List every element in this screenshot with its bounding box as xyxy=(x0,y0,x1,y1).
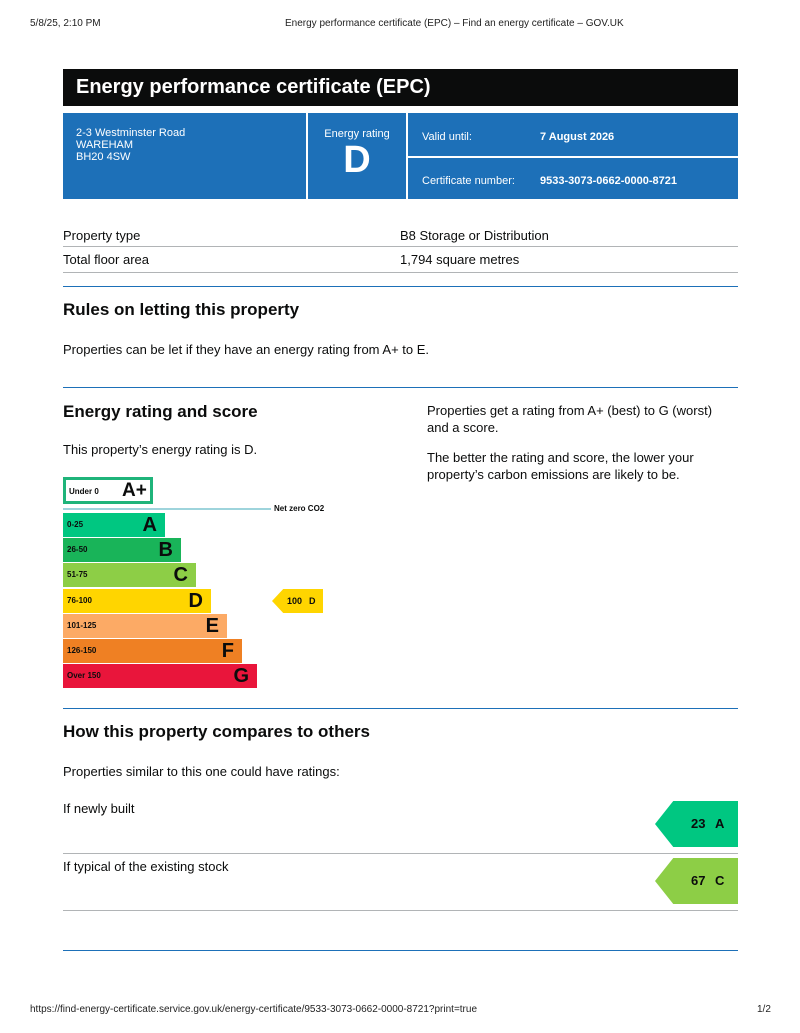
band-f: 126-150 F xyxy=(63,639,242,663)
rating-box: Energy rating D xyxy=(308,113,406,199)
band-range: 101-125 xyxy=(67,620,97,630)
compare-label-typical: If typical of the existing stock xyxy=(63,859,229,874)
print-page-number: 1/2 xyxy=(757,1004,771,1015)
rating-side-text-2: The better the rating and score, the low… xyxy=(427,450,694,482)
band-c: 51-75 C xyxy=(63,563,196,588)
divider xyxy=(63,246,738,247)
print-url: https://find-energy-certificate.service.… xyxy=(30,1004,478,1015)
band-aplus: Under 0 A+ xyxy=(63,477,153,504)
rating-heading: Energy rating and score xyxy=(63,402,258,421)
divider xyxy=(63,910,738,911)
band-letter: G xyxy=(233,665,249,688)
band-range: 51-75 xyxy=(67,570,88,580)
band-letter: D xyxy=(188,589,203,612)
rating-side-text-1: Properties get a rating from A+ (best) t… xyxy=(427,403,713,435)
page-title: Energy performance certificate (EPC) xyxy=(63,69,738,106)
band-range: Over 150 xyxy=(67,671,101,681)
floor-area-value: 1,794 square metres xyxy=(400,252,520,267)
rating-label: Energy rating xyxy=(324,128,390,140)
letting-heading: Rules on letting this property xyxy=(63,300,300,319)
cert-label: Certificate number: xyxy=(422,175,515,187)
band-g: Over 150 G xyxy=(63,664,257,689)
rating-text: This property’s energy rating is D. xyxy=(63,442,258,457)
band-letter: B xyxy=(158,539,173,562)
property-type-label: Property type xyxy=(63,228,141,243)
section-divider xyxy=(63,286,738,287)
section-divider xyxy=(63,708,738,709)
cert-box: Certificate number: 9533-3073-0662-0000-… xyxy=(408,158,738,199)
band-range: 126-150 xyxy=(67,646,97,655)
band-letter: A+ xyxy=(122,480,147,501)
address-line: 2-3 Westminster Road xyxy=(76,127,186,139)
address-line: BH20 4SW xyxy=(76,151,131,163)
current-rating-arrow: 100 D xyxy=(272,589,323,613)
band-d: 76-100 D xyxy=(63,588,211,613)
address-line: WAREHAM xyxy=(76,139,134,151)
band-range: Under 0 xyxy=(69,487,99,496)
print-datetime: 5/8/25, 2:10 PM xyxy=(30,18,101,29)
band-b: 26-50 B xyxy=(63,538,181,563)
compare-heading: How this property compares to others xyxy=(63,722,370,741)
rating-letter: D xyxy=(343,139,371,181)
compare-score: 67 xyxy=(691,873,706,888)
cert-value: 9533-3073-0662-0000-8721 xyxy=(540,175,678,187)
divider xyxy=(63,853,738,854)
band-e: 101-125 E xyxy=(63,613,227,638)
band-a: 0-25 A xyxy=(63,513,165,537)
net-zero-line xyxy=(63,508,271,510)
compare-letter: C xyxy=(715,873,725,888)
property-type-value: B8 Storage or Distribution xyxy=(400,228,549,243)
net-zero-label: Net zero CO2 xyxy=(274,504,325,513)
divider xyxy=(63,272,738,273)
band-letter: E xyxy=(205,614,219,637)
band-letter: A xyxy=(142,514,157,536)
compare-label-new: If newly built xyxy=(63,801,135,816)
current-letter: D xyxy=(309,596,316,606)
compare-score: 23 xyxy=(691,816,706,831)
band-letter: C xyxy=(173,564,188,587)
compare-text: Properties similar to this one could hav… xyxy=(63,764,340,779)
band-range: 26-50 xyxy=(67,545,88,555)
valid-value: 7 August 2026 xyxy=(540,131,615,143)
current-score: 100 xyxy=(287,596,303,606)
section-divider xyxy=(63,950,738,951)
compare-letter: A xyxy=(715,816,725,831)
section-divider xyxy=(63,387,738,388)
band-letter: F xyxy=(221,640,234,662)
compare-arrow-typical: 67 C xyxy=(655,858,738,904)
letting-text: Properties can be let if they have an en… xyxy=(63,342,430,357)
address-box: 2-3 Westminster Road WAREHAM BH20 4SW xyxy=(63,113,306,199)
band-range: 76-100 xyxy=(67,595,92,605)
print-title: Energy performance certificate (EPC) – F… xyxy=(285,18,624,29)
floor-area-label: Total floor area xyxy=(63,252,149,267)
valid-box: Valid until: 7 August 2026 xyxy=(408,113,738,156)
valid-label: Valid until: xyxy=(422,131,472,143)
band-range: 0-25 xyxy=(67,520,84,529)
compare-arrow-new: 23 A xyxy=(655,801,738,847)
